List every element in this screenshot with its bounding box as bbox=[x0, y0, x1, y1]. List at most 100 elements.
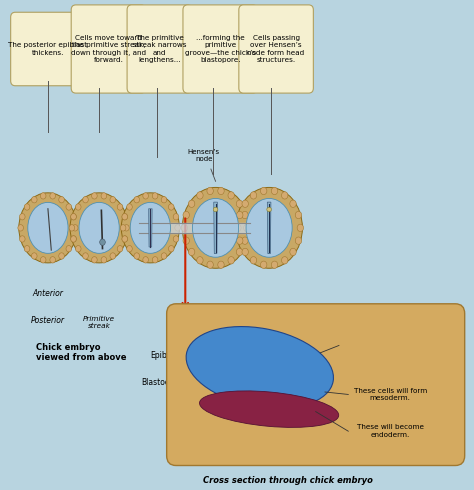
FancyBboxPatch shape bbox=[183, 5, 257, 93]
FancyBboxPatch shape bbox=[127, 5, 192, 93]
Ellipse shape bbox=[218, 261, 224, 269]
Text: Anterior: Anterior bbox=[33, 289, 64, 298]
Ellipse shape bbox=[282, 257, 288, 264]
Text: ...forming the
primitive
groove—the chick’s
blastopore.: ...forming the primitive groove—the chic… bbox=[185, 35, 256, 63]
Ellipse shape bbox=[59, 253, 64, 259]
Ellipse shape bbox=[134, 196, 139, 203]
Ellipse shape bbox=[83, 196, 88, 203]
Ellipse shape bbox=[71, 214, 76, 220]
Ellipse shape bbox=[213, 207, 218, 212]
FancyBboxPatch shape bbox=[71, 5, 146, 93]
Ellipse shape bbox=[152, 193, 158, 199]
Text: Epiblast: Epiblast bbox=[150, 351, 181, 360]
Ellipse shape bbox=[110, 253, 116, 259]
Ellipse shape bbox=[31, 253, 37, 259]
Text: These will become
endoderm.: These will become endoderm. bbox=[356, 424, 424, 438]
Ellipse shape bbox=[70, 193, 128, 263]
Ellipse shape bbox=[40, 257, 46, 263]
Ellipse shape bbox=[66, 204, 72, 210]
Ellipse shape bbox=[83, 253, 88, 259]
Ellipse shape bbox=[59, 196, 64, 203]
Ellipse shape bbox=[122, 236, 128, 242]
Text: Yolk: Yolk bbox=[190, 432, 205, 441]
Ellipse shape bbox=[246, 198, 292, 257]
Ellipse shape bbox=[66, 245, 72, 252]
Ellipse shape bbox=[31, 196, 37, 203]
Ellipse shape bbox=[24, 245, 30, 252]
Ellipse shape bbox=[200, 391, 339, 427]
Ellipse shape bbox=[271, 261, 278, 269]
Ellipse shape bbox=[237, 211, 243, 219]
Ellipse shape bbox=[40, 193, 46, 199]
Ellipse shape bbox=[182, 187, 249, 269]
Ellipse shape bbox=[295, 237, 301, 245]
Ellipse shape bbox=[161, 253, 167, 259]
Ellipse shape bbox=[71, 214, 76, 220]
FancyBboxPatch shape bbox=[167, 304, 465, 466]
Text: Primitive
streak: Primitive streak bbox=[83, 316, 115, 329]
Ellipse shape bbox=[250, 257, 257, 264]
Text: Hensen’s
node: Hensen’s node bbox=[188, 148, 220, 162]
Ellipse shape bbox=[261, 187, 267, 195]
Text: Cells passing
over Hensen’s
node form head
structures.: Cells passing over Hensen’s node form he… bbox=[247, 35, 305, 63]
FancyBboxPatch shape bbox=[239, 5, 313, 93]
Ellipse shape bbox=[122, 214, 128, 220]
Polygon shape bbox=[267, 202, 271, 254]
Ellipse shape bbox=[91, 257, 97, 263]
Ellipse shape bbox=[173, 236, 179, 242]
FancyBboxPatch shape bbox=[11, 12, 85, 86]
FancyBboxPatch shape bbox=[344, 373, 437, 416]
Ellipse shape bbox=[250, 192, 257, 199]
Ellipse shape bbox=[282, 192, 288, 199]
Ellipse shape bbox=[181, 224, 188, 232]
Ellipse shape bbox=[69, 224, 75, 231]
Polygon shape bbox=[148, 209, 152, 247]
Ellipse shape bbox=[197, 257, 203, 264]
Ellipse shape bbox=[24, 204, 30, 210]
Ellipse shape bbox=[75, 204, 81, 210]
Ellipse shape bbox=[19, 214, 25, 220]
Ellipse shape bbox=[261, 261, 267, 269]
Ellipse shape bbox=[19, 193, 77, 263]
Ellipse shape bbox=[228, 257, 234, 264]
Ellipse shape bbox=[19, 236, 25, 242]
FancyBboxPatch shape bbox=[344, 411, 437, 452]
Ellipse shape bbox=[175, 224, 181, 231]
Text: Primitive
streak: Primitive streak bbox=[344, 333, 378, 353]
Text: These cells will form
mesoderm.: These cells will form mesoderm. bbox=[354, 388, 427, 401]
Ellipse shape bbox=[192, 198, 238, 257]
Ellipse shape bbox=[244, 224, 250, 232]
Ellipse shape bbox=[290, 248, 296, 256]
Ellipse shape bbox=[218, 187, 224, 195]
Ellipse shape bbox=[161, 196, 167, 203]
Ellipse shape bbox=[228, 192, 234, 199]
Ellipse shape bbox=[117, 245, 123, 252]
Text: Blastocoel: Blastocoel bbox=[141, 378, 181, 387]
Ellipse shape bbox=[101, 257, 107, 263]
Ellipse shape bbox=[91, 193, 97, 199]
Ellipse shape bbox=[143, 193, 148, 199]
Text: Cells move toward
the primitive streak,
down through it, and
forward.: Cells move toward the primitive streak, … bbox=[71, 35, 146, 63]
Ellipse shape bbox=[73, 224, 78, 231]
Ellipse shape bbox=[127, 245, 132, 252]
Text: Hensen’s
node: Hensen’s node bbox=[197, 316, 229, 329]
Ellipse shape bbox=[124, 224, 129, 231]
Ellipse shape bbox=[295, 211, 301, 219]
Ellipse shape bbox=[168, 245, 174, 252]
Ellipse shape bbox=[100, 239, 105, 245]
Text: The posterior epiblast
thickens.: The posterior epiblast thickens. bbox=[9, 42, 88, 56]
Ellipse shape bbox=[122, 214, 128, 220]
Ellipse shape bbox=[237, 237, 243, 245]
Ellipse shape bbox=[242, 237, 248, 245]
Ellipse shape bbox=[290, 200, 296, 207]
Text: Posterior: Posterior bbox=[31, 316, 65, 325]
Ellipse shape bbox=[28, 202, 68, 253]
Ellipse shape bbox=[71, 236, 76, 242]
Ellipse shape bbox=[297, 224, 303, 232]
Ellipse shape bbox=[237, 248, 243, 256]
Ellipse shape bbox=[183, 211, 190, 219]
Ellipse shape bbox=[152, 257, 158, 263]
Ellipse shape bbox=[237, 200, 243, 207]
Ellipse shape bbox=[186, 326, 333, 409]
Ellipse shape bbox=[242, 200, 248, 207]
